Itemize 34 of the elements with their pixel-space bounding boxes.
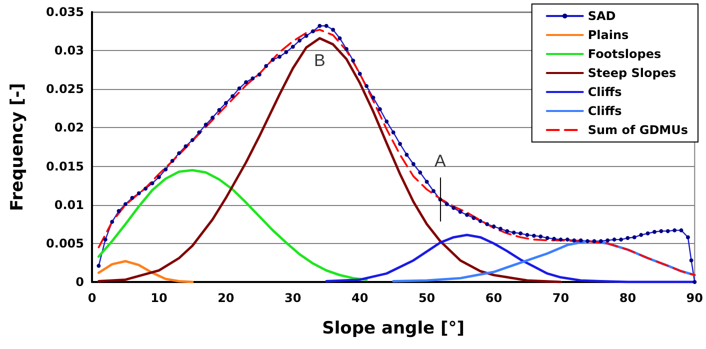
y-axis-title: Frequency [-]: [8, 82, 28, 212]
line-series: [325, 234, 696, 284]
y-tick-label: 0.035: [46, 5, 84, 19]
legend-label: Sum of GDMUs: [588, 123, 688, 137]
legend-label: Cliffs: [588, 104, 622, 118]
y-tick-label: 0: [76, 275, 84, 289]
x-tick-label: 0: [88, 291, 96, 305]
x-tick-label: 60: [485, 291, 502, 305]
line-series: [97, 37, 562, 284]
legend-label: SAD: [588, 9, 616, 23]
line-series: [97, 168, 368, 281]
y-tick-label: 0.02: [54, 120, 84, 135]
x-axis-title: Slope angle [°]: [322, 318, 465, 338]
legend-label: Steep Slopes: [588, 66, 676, 80]
x-tick-label: 80: [619, 291, 636, 305]
x-tick-label: 90: [686, 291, 703, 305]
x-tick-label: 50: [418, 291, 436, 305]
line-series: [97, 260, 194, 284]
y-tick-label: 0.005: [46, 236, 84, 250]
annotation: A: [434, 151, 447, 170]
x-tick-label: 30: [284, 291, 302, 305]
y-tick-label: 0.025: [46, 82, 84, 96]
y-tick-label: 0.01: [54, 198, 84, 212]
x-tick-label: 40: [351, 291, 368, 305]
y-tick-label: 0.03: [54, 44, 84, 58]
line-series: [392, 240, 696, 282]
legend-label: Cliffs: [588, 85, 622, 99]
x-tick-label: 10: [150, 291, 168, 305]
x-tick-label: 70: [552, 291, 570, 305]
x-tick-label: 20: [218, 291, 234, 305]
legend-label: Footslopes: [588, 47, 662, 61]
annotation: B: [314, 50, 326, 70]
legend-label: Plains: [588, 28, 629, 42]
y-tick-label: 0.015: [46, 159, 84, 174]
